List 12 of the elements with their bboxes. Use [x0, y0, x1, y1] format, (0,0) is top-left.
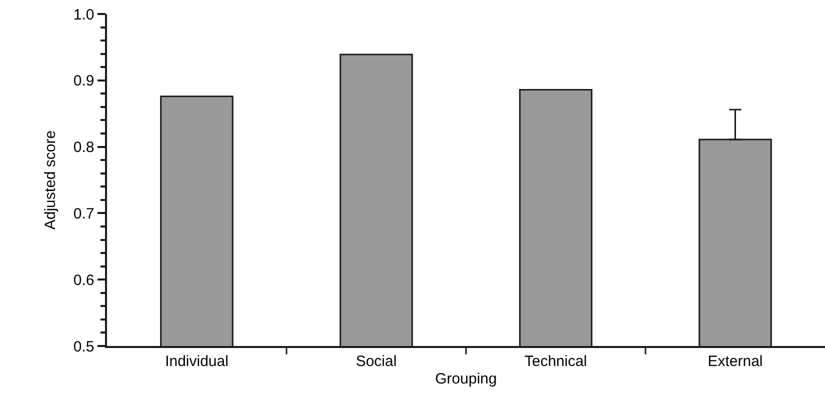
x-tick-label: External — [708, 352, 763, 370]
y-tick-label: 0.7 — [73, 205, 94, 222]
x-tick-label: Social — [356, 352, 397, 370]
y-tick-label: 0.6 — [73, 272, 94, 289]
y-tick-label: 0.5 — [73, 338, 94, 356]
x-tick-label: Individual — [165, 352, 228, 370]
y-axis-title: Adjusted score — [42, 130, 60, 230]
y-tick-label: 0.8 — [73, 139, 94, 156]
y-tick-label: 0.9 — [73, 72, 94, 90]
x-axis-title: Grouping — [435, 370, 497, 388]
y-tick-label: 1.0 — [73, 6, 94, 24]
x-tick-label: Technical — [524, 352, 588, 370]
